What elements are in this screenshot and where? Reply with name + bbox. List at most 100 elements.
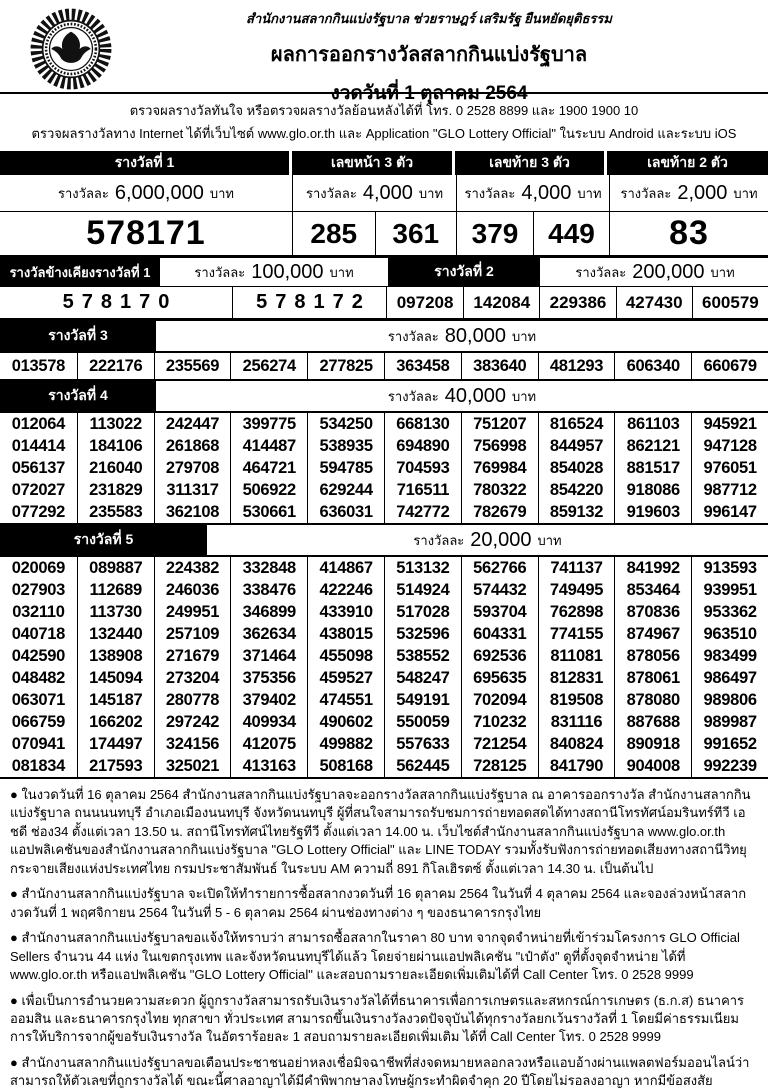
front3-number: 285 <box>310 217 358 249</box>
fifth-prize-number: 874967 <box>614 623 691 645</box>
second-prize-label: รางวัลที่ 2 <box>388 258 540 286</box>
third-prize-number: 256274 <box>230 353 307 379</box>
fourth-prize-number: 184106 <box>76 435 154 457</box>
fourth-prize-number: 861103 <box>614 413 691 435</box>
fifth-prize-number: 112689 <box>76 579 154 601</box>
fourth-prize-number: 854220 <box>537 479 615 501</box>
fifth-prize-number: 217593 <box>76 755 154 777</box>
fifth-prize-number: 371464 <box>230 645 307 667</box>
fifth-prize-number: 762898 <box>537 601 615 623</box>
fifth-prize-number: 904008 <box>614 755 691 777</box>
fifth-prize-number: 953362 <box>691 601 768 623</box>
last2-label: เลขท้าย 2 ตัว <box>607 151 768 175</box>
fifth-prize-number: 246036 <box>153 579 231 601</box>
front3-amount: รางวัลละ 4,000 บาท <box>292 175 456 211</box>
adjacent-prize-amount: รางวัลละ 100,000 บาท <box>162 258 386 286</box>
amount-prefix: รางวัลละ <box>413 532 465 548</box>
third-prize-number: 606340 <box>614 353 691 379</box>
last3-amount: รางวัลละ 4,000 บาท <box>456 175 609 211</box>
last2-amount: รางวัลละ 2,000 บาท <box>609 175 768 211</box>
last3-numbers: 379 449 <box>456 212 609 255</box>
second-prize-number: 097208 <box>396 292 454 312</box>
fifth-prize-number: 280778 <box>153 689 231 711</box>
third-prize-number: 235569 <box>153 353 231 379</box>
fifth-prize-number: 728125 <box>460 755 538 777</box>
fourth-prize-number: 279708 <box>153 457 231 479</box>
fourth-prize-number: 014414 <box>11 436 66 455</box>
amount-suffix: บาท <box>577 185 602 201</box>
fourth-prize-number: 862121 <box>614 435 691 457</box>
fifth-prize-number: 514924 <box>384 579 461 601</box>
note-paragraph: ● ในงวดวันที่ 16 ตุลาคม 2564 สำนักงานสลา… <box>10 787 751 876</box>
fifth-prize-number: 027903 <box>11 580 66 599</box>
fifth-prize-number: 490602 <box>307 711 384 733</box>
fifth-prize-number: 549191 <box>384 689 461 711</box>
amount-suffix: บาท <box>537 532 562 548</box>
fifth-prize-number: 081834 <box>11 756 66 775</box>
fifth-prize-number: 325021 <box>153 755 231 777</box>
last3-label: เลขท้าย 3 ตัว <box>455 151 604 175</box>
fifth-prize-number: 811081 <box>537 645 615 667</box>
fifth-prize-number: 455098 <box>307 645 384 667</box>
fourth-prize-number: 399775 <box>230 413 307 435</box>
amount-value: 20,000 <box>470 528 532 551</box>
fifth-prize-number: 574432 <box>460 579 538 601</box>
fifth-prize-number: 089887 <box>76 557 154 579</box>
contact-phone-line: ตรวจผลรางวัลทันใจ หรือตรวจผลรางวัลย้อนหล… <box>129 103 639 118</box>
note-paragraph: ● สำนักงานสลากกินแบ่งรัฐบาลขอแจ้งให้ทราบ… <box>10 930 740 983</box>
fourth-prize-number: 947128 <box>691 435 768 457</box>
fifth-prize-header: รางวัลที่ 5 รางวัลละ 20,000 บาท <box>0 525 768 555</box>
amount-prefix: รางวัลละ <box>194 264 246 280</box>
glo-seal-icon <box>30 8 112 90</box>
fifth-prize-number: 562766 <box>460 557 538 579</box>
fourth-prize-number: 694890 <box>384 435 461 457</box>
top-prize-headers: รางวัลที่ 1 เลขหน้า 3 ตัว เลขท้าย 3 ตัว … <box>0 151 768 175</box>
fourth-prize-number: 056137 <box>11 458 66 477</box>
fifth-prize-number: 878080 <box>614 689 691 711</box>
amount-suffix: บาท <box>710 264 735 280</box>
fifth-prize-number: 174497 <box>76 733 154 755</box>
amount-value: 4,000 <box>521 181 572 204</box>
fourth-prize-number: 976051 <box>691 457 768 479</box>
fifth-prize-number: 878056 <box>614 645 691 667</box>
agency-tagline: สำนักงานสลากกินแบ่งรัฐบาล ช่วยราษฎร์ เสร… <box>246 11 612 26</box>
second-prize-numbers: 097208 142084 229386 427430 600579 <box>386 287 768 318</box>
fourth-prize-number: 780322 <box>460 479 538 501</box>
amount-suffix: บาท <box>329 264 354 280</box>
fourth-prize-number: 844957 <box>537 435 615 457</box>
fifth-prize-number: 499882 <box>307 733 384 755</box>
fifth-prize-number: 249951 <box>153 601 231 623</box>
fifth-prize-number: 138908 <box>76 645 154 667</box>
top-prizes-section: รางวัลที่ 1 เลขหน้า 3 ตัว เลขท้าย 3 ตัว … <box>0 151 768 258</box>
amount-value: 2,000 <box>677 181 728 204</box>
fourth-prize-number: 742772 <box>384 501 461 523</box>
amount-prefix: รางวัลละ <box>387 328 439 344</box>
third-prize-label: รางวัลที่ 3 <box>0 321 156 351</box>
fourth-prize-number: 629244 <box>307 479 384 501</box>
fourth-prize-number: 881517 <box>614 457 691 479</box>
fourth-prize-number: 769984 <box>460 457 538 479</box>
fifth-prize-number: 870836 <box>614 601 691 623</box>
amount-suffix: บาท <box>418 185 444 201</box>
fifth-prize-number: 145094 <box>76 667 154 689</box>
fourth-prize-number: 242447 <box>153 413 231 435</box>
fifth-prize-number: 557633 <box>384 733 461 755</box>
fifth-prize-number: 741137 <box>537 557 615 579</box>
fifth-prize-number: 692536 <box>460 645 538 667</box>
fourth-prize-amount: รางวัลละ 40,000 บาท <box>156 381 768 411</box>
third-prize-number: 383640 <box>460 353 538 379</box>
fifth-prize-number: 593704 <box>460 601 538 623</box>
fifth-prize-number: 721254 <box>460 733 538 755</box>
fifth-prize-number: 840824 <box>537 733 615 755</box>
first-prize-label: รางวัลที่ 1 <box>0 151 289 175</box>
fifth-prize-number: 413163 <box>230 755 307 777</box>
amount-value: 4,000 <box>362 181 413 204</box>
fourth-prize-number: 261868 <box>153 435 231 457</box>
fourth-prize-number: 816524 <box>537 413 615 435</box>
fifth-prize-number: 517028 <box>384 601 461 623</box>
note-paragraph: ● เพื่อเป็นการอำนวยความสะดวก ผู้ถูกรางวั… <box>10 992 745 1045</box>
fourth-prize-label: รางวัลที่ 4 <box>0 381 156 411</box>
fifth-prize-number: 379402 <box>230 689 307 711</box>
third-prize-numbers: 013578 222176 235569 256274 277825 363458 3836… <box>0 351 768 381</box>
fifth-prize-number: 132440 <box>76 623 154 645</box>
